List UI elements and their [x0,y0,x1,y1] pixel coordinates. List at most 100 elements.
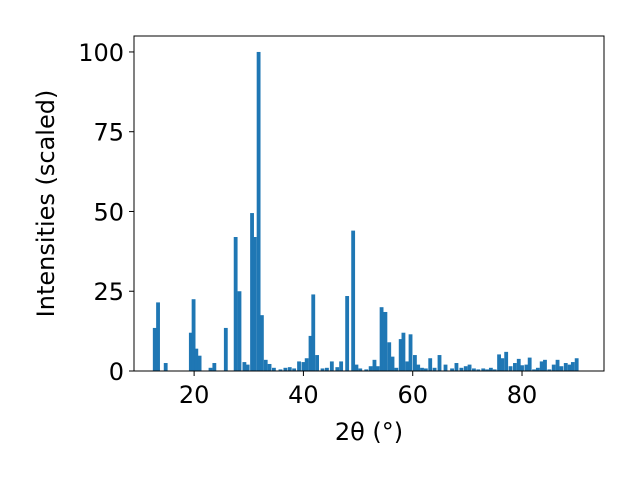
bar [405,361,410,371]
bar [398,339,403,371]
bar [516,358,521,371]
bar [163,363,168,371]
bar [472,368,476,371]
bar [467,364,472,371]
bar [329,361,334,371]
bar [194,348,199,371]
bar [520,365,524,371]
bar [527,357,532,371]
bar [420,367,424,371]
bar [481,368,486,371]
bar [500,358,505,371]
y-axis-ticks: 0 25 50 75 100 [78,39,134,386]
bar [245,364,250,371]
bar [304,358,309,371]
bar [567,364,572,371]
bar [368,366,373,371]
bar [271,367,276,371]
bar [287,367,292,371]
bar [372,359,377,371]
bar [237,291,242,371]
bar [492,369,497,371]
bar [267,363,272,371]
bar [308,335,313,371]
bar [278,369,283,371]
bar [513,363,517,371]
bar [320,368,325,371]
bar [559,366,564,371]
y-tick-label: 50 [93,198,124,226]
bar [379,307,384,371]
bar [223,327,228,371]
bar [408,334,413,371]
bars-group [152,51,579,371]
bar [197,355,202,371]
bar [401,332,406,371]
bar [212,363,217,371]
bar [335,367,340,371]
bar [574,358,579,371]
x-tick-label: 20 [179,381,210,409]
bar [412,355,417,371]
bar [283,367,288,371]
bar [364,369,369,371]
bar [432,367,437,371]
bar [450,368,454,371]
x-axis-ticks: 20 40 60 80 [179,371,537,409]
bar [351,230,356,371]
bar [488,367,493,371]
y-tick-label: 75 [93,119,124,147]
y-axis-label: Intensities (scaled) [32,90,60,318]
bar [233,237,238,371]
bar [339,361,344,371]
bar [428,358,433,371]
bar [423,368,428,371]
bar [311,294,316,371]
plot-frame [133,35,605,372]
bar [325,367,329,371]
bar [437,355,442,371]
bar [551,364,556,371]
bar [250,213,254,371]
bar [539,361,544,371]
bar [292,368,297,371]
bar [242,362,247,371]
bar [263,359,268,371]
bar [345,296,350,371]
bar [463,366,468,371]
bar [497,354,501,371]
bar [394,367,399,371]
bar [315,355,319,371]
bar [387,342,392,371]
bar [535,367,540,371]
bar [358,368,363,371]
x-tick-label: 40 [288,381,319,409]
x-axis-label: 2θ (°) [335,418,403,446]
bar [508,366,513,371]
y-tick-label: 0 [109,358,124,386]
bar [156,302,160,371]
bar [532,369,536,371]
bar [188,332,193,371]
bar [252,237,257,371]
bar [570,362,575,371]
bar [476,369,481,371]
y-tick-label: 100 [78,39,124,67]
bar [152,327,157,371]
bar [543,359,547,371]
y-tick-label: 25 [93,278,124,306]
bar [547,369,552,371]
bar [504,351,509,371]
bar [443,364,448,371]
bar [256,51,261,371]
bar [383,311,388,371]
bar [354,364,359,371]
bar [301,362,306,371]
bar [375,366,380,371]
bar [191,299,196,371]
bar [454,363,459,371]
bar [555,359,560,371]
bar [563,363,568,371]
bar [390,356,395,371]
